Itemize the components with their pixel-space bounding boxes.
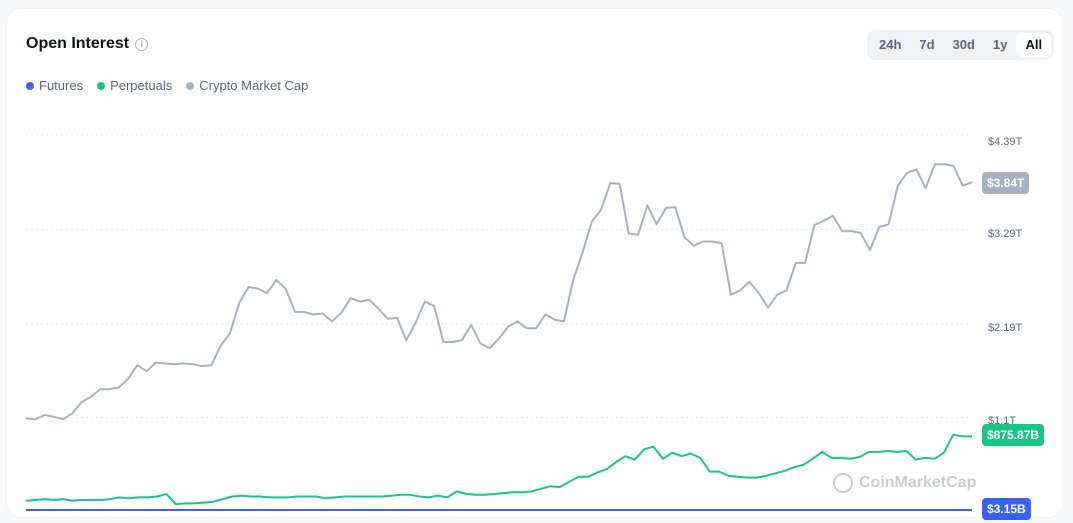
legend-item-market-cap[interactable]: Crypto Market Cap [186,78,308,93]
legend-label: Perpetuals [110,78,173,93]
y-axis-label: $4.39T [988,136,1023,148]
legend-item-perpetuals[interactable]: Perpetuals [97,78,172,93]
market-cap-value-badge: $3.84T [982,172,1030,194]
perpetuals-dot-icon [97,81,106,90]
title-row: Open Interest i [26,35,149,53]
y-axis-label: $2.19T [988,322,1023,334]
time-range-selector: 24h 7d 30d 1y All [867,30,1055,60]
perpetuals-line [25,433,972,506]
page-title: Open Interest [26,35,130,52]
open-interest-card [6,8,1063,518]
market-cap-dot-icon [186,81,195,90]
futures-value-badge: $3.15B [982,498,1031,520]
legend-label: Crypto Market Cap [199,78,309,93]
coinmarketcap-logo-icon [833,473,853,493]
futures-dot-icon [26,81,34,90]
range-7d-button[interactable]: 7d [919,37,935,52]
y-axis-label: $3.29T [988,228,1023,240]
chart-legend: Futures Perpetuals Crypto Market Cap [26,78,308,93]
legend-label: Futures [39,78,84,93]
market-cap-line [25,163,973,421]
coinmarketcap-watermark: CoinMarketCap [833,473,976,493]
chart-grid [26,134,972,419]
range-30d-button[interactable]: 30d [952,37,975,52]
watermark-text: CoinMarketCap [859,474,977,491]
range-24h-button[interactable]: 24h [879,37,902,52]
info-icon[interactable]: i [135,37,149,51]
range-1y-button[interactable]: 1y [992,37,1008,52]
perpetuals-value-badge: $875.87B [982,424,1045,446]
range-all-button[interactable]: All [1016,33,1052,57]
legend-item-futures[interactable]: Futures [26,78,83,93]
